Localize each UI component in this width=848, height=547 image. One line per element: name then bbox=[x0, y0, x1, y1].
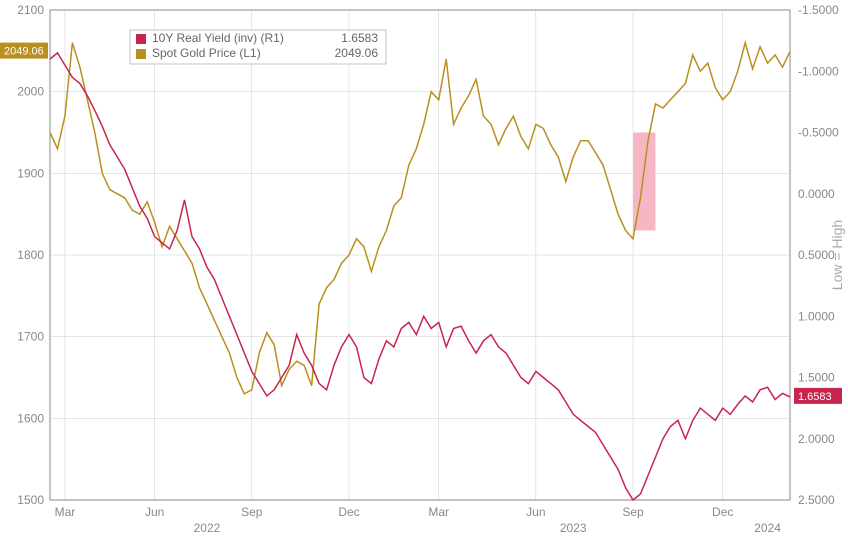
dual-axis-line-chart: { "chart": { "type": "line", "background… bbox=[0, 0, 848, 547]
x-tick-month: Jun bbox=[145, 505, 164, 519]
right-axis-rot-label: Low = High bbox=[829, 220, 845, 290]
y-right-tick: 1.5000 bbox=[798, 371, 835, 385]
highlight-region bbox=[633, 133, 655, 231]
legend-value: 2049.06 bbox=[335, 46, 379, 60]
y-right-tick: 2.5000 bbox=[798, 493, 835, 507]
chart-background bbox=[0, 0, 848, 547]
y-left-tick: 1600 bbox=[17, 411, 44, 425]
y-right-tick: -1.5000 bbox=[798, 3, 839, 17]
legend-swatch bbox=[136, 49, 146, 59]
x-tick-month: Mar bbox=[428, 505, 449, 519]
chart-svg: 1500 1600 1700 1800 1900 2000 2100 -1.5000 -1.00… bbox=[0, 0, 848, 547]
x-tick-month: Jun bbox=[526, 505, 545, 519]
y-left-tick: 2100 bbox=[17, 3, 44, 17]
x-tick-month: Dec bbox=[712, 505, 733, 519]
legend-swatch bbox=[136, 34, 146, 44]
y-left-tick: 2000 bbox=[17, 85, 44, 99]
y-left-tick: 1700 bbox=[17, 330, 44, 344]
x-tick-year: 2022 bbox=[194, 521, 221, 535]
y-right-tick: -0.5000 bbox=[798, 126, 839, 140]
x-tick-year: 2024 bbox=[754, 521, 781, 535]
legend-label: 10Y Real Yield (inv) (R1) bbox=[152, 31, 284, 45]
y-right-tick: -1.0000 bbox=[798, 64, 839, 78]
y-left-tick: 1800 bbox=[17, 248, 44, 262]
legend-value: 1.6583 bbox=[341, 31, 378, 45]
x-tick-year: 2023 bbox=[560, 521, 587, 535]
x-tick-month: Mar bbox=[55, 505, 76, 519]
x-tick-month: Sep bbox=[622, 505, 644, 519]
x-tick-month: Sep bbox=[241, 505, 263, 519]
y-left-tick: 1900 bbox=[17, 166, 44, 180]
y-right-tick: 0.0000 bbox=[798, 187, 835, 201]
legend-label: Spot Gold Price (L1) bbox=[152, 46, 261, 60]
x-tick-month: Dec bbox=[338, 505, 359, 519]
left-current-flag-text: 2049.06 bbox=[4, 46, 44, 58]
y-right-tick: 2.0000 bbox=[798, 432, 835, 446]
y-left-tick: 1500 bbox=[17, 493, 44, 507]
y-right-tick: 1.0000 bbox=[798, 309, 835, 323]
right-current-flag-text: 1.6583 bbox=[798, 391, 832, 403]
